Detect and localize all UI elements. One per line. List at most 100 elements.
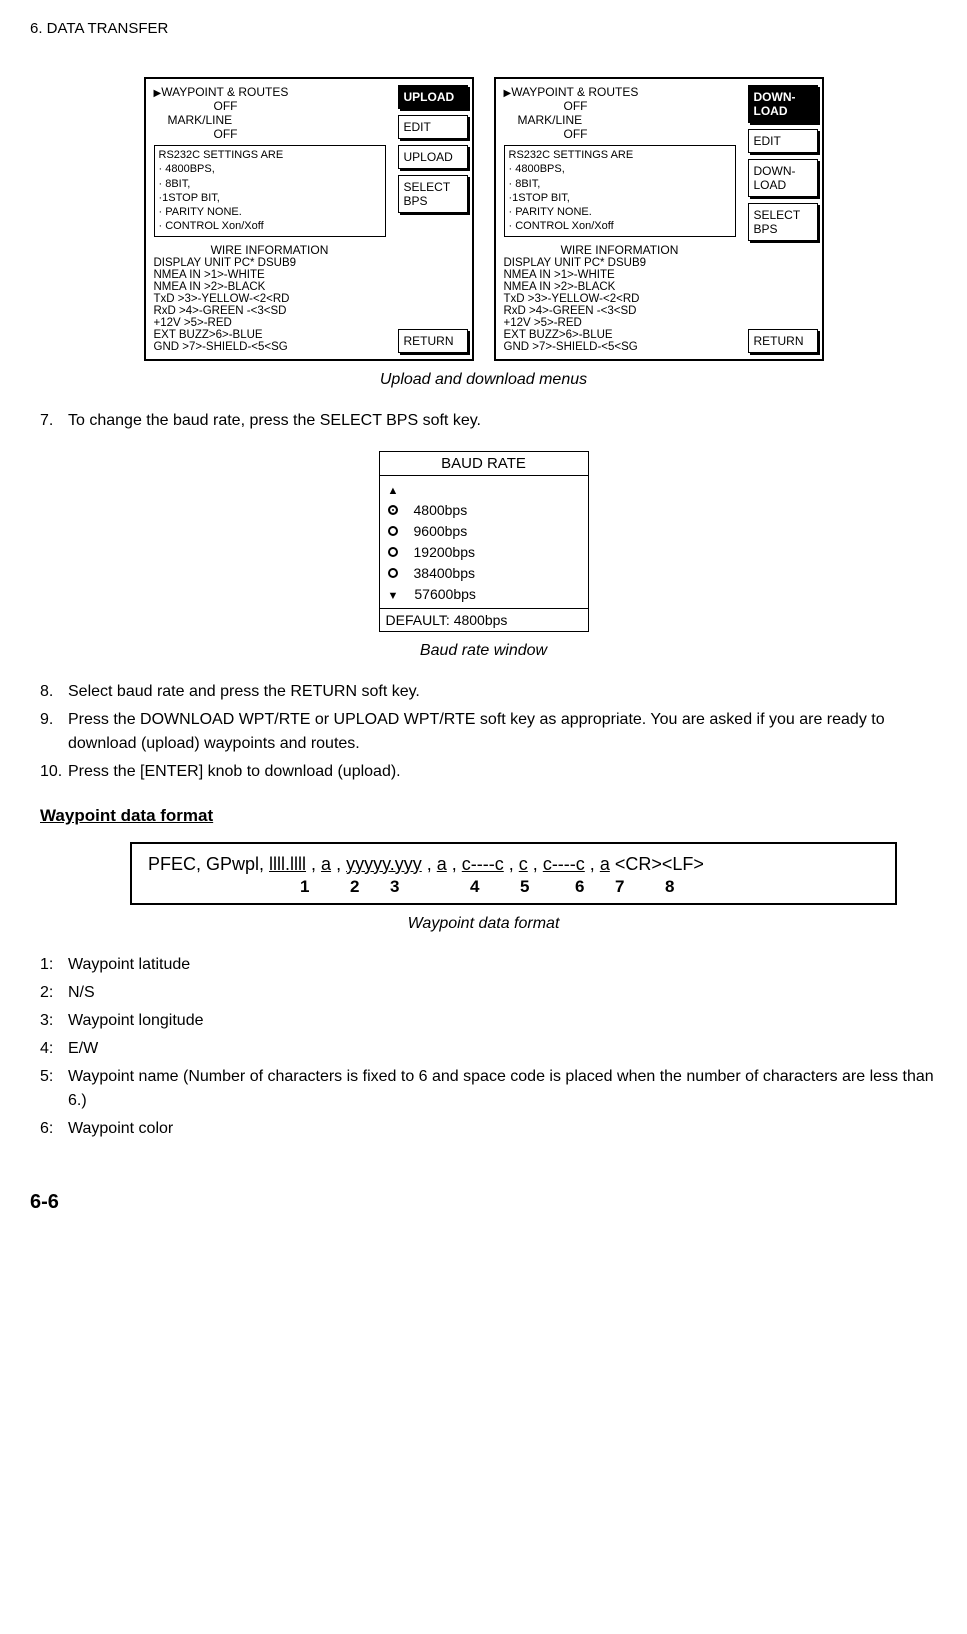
fn8: 8 — [665, 877, 674, 897]
softkey-download-active[interactable]: DOWN-LOAD — [748, 85, 818, 123]
radio-icon[interactable] — [388, 547, 398, 557]
baud-opt-38400: 38400bps — [414, 563, 476, 584]
wire-l5: EXT BUZZ>6>-BLUE — [504, 329, 736, 341]
softkey-download[interactable]: DOWN-LOAD — [748, 159, 818, 197]
def-text: N/S — [68, 981, 937, 1005]
step-num: 8. — [40, 680, 68, 704]
upload-menu-content: WAYPOINT & ROUTES OFF MARK/LINE OFF RS23… — [146, 79, 394, 359]
step-text: To change the baud rate, press the SELEC… — [68, 409, 937, 433]
def-6: 6:Waypoint color — [40, 1117, 937, 1141]
def-text: E/W — [68, 1037, 937, 1061]
wire-l1: NMEA IN >2>-BLACK — [504, 281, 736, 293]
rs232-l4: · CONTROL Xon/Xoff — [159, 219, 381, 233]
radio-selected-icon[interactable] — [388, 505, 398, 515]
menu-item-waypoint: WAYPOINT & ROUTES — [161, 85, 288, 99]
wire-l1: NMEA IN >2>-BLACK — [154, 281, 386, 293]
wire-l5: EXT BUZZ>6>-BLUE — [154, 329, 386, 341]
softkey-select-bps[interactable]: SELECT BPS — [398, 175, 468, 213]
softkey-upload[interactable]: UPLOAD — [398, 145, 468, 169]
rs232-l1: · 8BIT, — [509, 177, 731, 191]
wire-l0: NMEA IN >1>-WHITE — [504, 269, 736, 281]
step-10: 10. Press the [ENTER] knob to download (… — [40, 760, 937, 784]
softkey-upload-active[interactable]: UPLOAD — [398, 85, 468, 109]
fp1: llll.llll — [269, 854, 306, 875]
step-text: Press the DOWNLOAD WPT/RTE or UPLOAD WPT… — [68, 708, 937, 756]
fp8: a — [600, 854, 610, 875]
download-softkeys: DOWN-LOAD EDIT DOWN-LOAD SELECT BPS RETU… — [744, 79, 822, 359]
radio-icon[interactable] — [388, 568, 398, 578]
def-num: 4: — [40, 1037, 68, 1061]
fn6: 6 — [575, 877, 615, 897]
def-text: Waypoint color — [68, 1117, 937, 1141]
wire-l4: +12V >5>-RED — [504, 317, 736, 329]
wire-l6: GND >7>-SHIELD-<5<SG — [154, 341, 386, 353]
wire-l3: RxD >4>-GREEN -<3<SD — [504, 305, 736, 317]
menu-item-waypoint: WAYPOINT & ROUTES — [511, 85, 638, 99]
def-num: 2: — [40, 981, 68, 1005]
caption-menus: Upload and download menus — [30, 371, 937, 389]
fn3: 3 — [390, 877, 470, 897]
baud-opt-9600: 9600bps — [414, 521, 468, 542]
rs232-l4: · CONTROL Xon/Xoff — [509, 219, 731, 233]
def-1: 1:Waypoint latitude — [40, 953, 937, 977]
upload-menu: WAYPOINT & ROUTES OFF MARK/LINE OFF RS23… — [144, 77, 474, 361]
step-9: 9. Press the DOWNLOAD WPT/RTE or UPLOAD … — [40, 708, 937, 756]
rs232-l0: · 4800BPS, — [509, 162, 731, 176]
def-text: Waypoint name (Number of characters is f… — [68, 1065, 937, 1113]
baud-rate-window: BAUD RATE 4800bps 9600bps 19200bps 38400… — [379, 451, 589, 632]
softkey-return[interactable]: RETURN — [748, 329, 818, 353]
softkey-edit[interactable]: EDIT — [398, 115, 468, 139]
fn5: 5 — [520, 877, 575, 897]
menu-item-markline-val: OFF — [214, 127, 386, 141]
fn7: 7 — [615, 877, 665, 897]
step-7: 7. To change the baud rate, press the SE… — [40, 409, 937, 433]
rs232-title: RS232C SETTINGS ARE — [159, 148, 381, 162]
baud-opt-57600: 57600bps — [414, 584, 476, 605]
rs232-l2: ·1STOP BIT, — [509, 191, 731, 205]
def-5: 5:Waypoint name (Number of characters is… — [40, 1065, 937, 1113]
rs232-l2: ·1STOP BIT, — [159, 191, 381, 205]
def-4: 4:E/W — [40, 1037, 937, 1061]
fp7: c----c — [543, 854, 585, 875]
def-text: Waypoint longitude — [68, 1009, 937, 1033]
menu-item-waypoint-val: OFF — [214, 99, 386, 113]
baud-options: 4800bps 9600bps 19200bps 38400bps 57600b… — [380, 476, 588, 608]
format-nums: 1 2 3 4 5 6 7 8 — [148, 877, 879, 897]
baud-opt-4800: 4800bps — [414, 500, 468, 521]
menu-item-markline: MARK/LINE — [518, 113, 736, 127]
menu-item-waypoint-val: OFF — [564, 99, 736, 113]
fn2: 2 — [350, 877, 390, 897]
section-title-waypoint: Waypoint data format — [40, 806, 937, 826]
def-2: 2:N/S — [40, 981, 937, 1005]
rs232-l0: · 4800BPS, — [159, 162, 381, 176]
radio-icon[interactable] — [388, 526, 398, 536]
page-number: 6-6 — [30, 1191, 937, 1214]
wire-title: WIRE INFORMATION — [504, 243, 736, 257]
def-3: 3:Waypoint longitude — [40, 1009, 937, 1033]
download-menu-content: WAYPOINT & ROUTES OFF MARK/LINE OFF RS23… — [496, 79, 744, 359]
format-suffix: <CR><LF> — [615, 854, 704, 875]
rs232-box: RS232C SETTINGS ARE · 4800BPS, · 8BIT, ·… — [504, 145, 736, 237]
softkey-return[interactable]: RETURN — [398, 329, 468, 353]
def-num: 5: — [40, 1065, 68, 1113]
caption-format: Waypoint data format — [30, 915, 937, 933]
wire-l4: +12V >5>-RED — [154, 317, 386, 329]
baud-opt-19200: 19200bps — [414, 542, 476, 563]
rs232-l1: · 8BIT, — [159, 177, 381, 191]
step-num: 7. — [40, 409, 68, 433]
fp2: a — [321, 854, 331, 875]
softkey-select-bps[interactable]: SELECT BPS — [748, 203, 818, 241]
wire-l2: TxD >3>-YELLOW-<2<RD — [504, 293, 736, 305]
step-num: 9. — [40, 708, 68, 756]
def-num: 6: — [40, 1117, 68, 1141]
triangle-up-icon — [388, 479, 399, 500]
rs232-box: RS232C SETTINGS ARE · 4800BPS, · 8BIT, ·… — [154, 145, 386, 237]
def-num: 1: — [40, 953, 68, 977]
wire-header: DISPLAY UNIT PC* DSUB9 — [504, 257, 736, 269]
wire-header: DISPLAY UNIT PC* DSUB9 — [154, 257, 386, 269]
step-8: 8. Select baud rate and press the RETURN… — [40, 680, 937, 704]
triangle-down-icon — [388, 584, 399, 605]
fn4: 4 — [470, 877, 520, 897]
wire-title: WIRE INFORMATION — [154, 243, 386, 257]
softkey-edit[interactable]: EDIT — [748, 129, 818, 153]
